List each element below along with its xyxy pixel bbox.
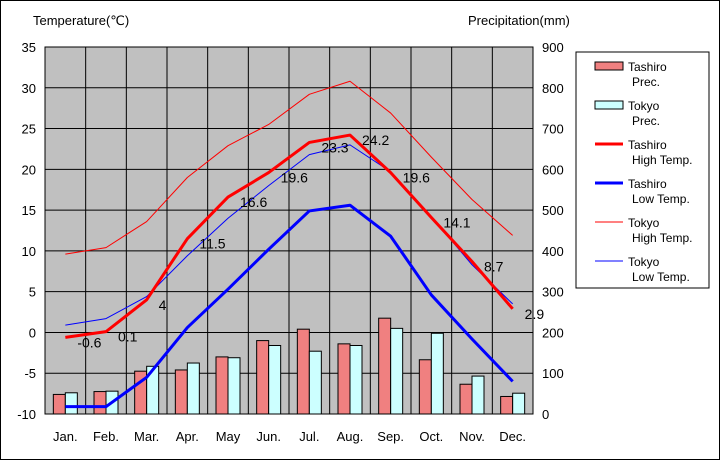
legend-label: Tashiro <box>628 177 667 191</box>
left-tick-label: 20 <box>22 162 36 177</box>
line-tashiro-high-temp <box>65 133 514 339</box>
gridlines <box>45 47 533 414</box>
right-tick-label: 300 <box>542 285 564 300</box>
legend-label: Tashiro <box>628 138 667 152</box>
x-tick-label: Jan. <box>53 429 78 444</box>
left-tick-label: -5 <box>24 366 36 381</box>
x-tick-label: Dec. <box>499 429 526 444</box>
legend-label: Tokyo <box>628 255 660 269</box>
right-tick-label: 0 <box>542 407 549 422</box>
legend-label: Tokyo <box>628 216 660 230</box>
left-tick-label: 5 <box>29 285 36 300</box>
line-tokyo-high-temp <box>65 80 513 255</box>
x-tick-label: Aug. <box>337 429 364 444</box>
bar-tashiro-prec <box>256 340 270 415</box>
bar-tashiro-prec <box>52 393 66 415</box>
legend-swatch-tashiro-prec <box>594 61 624 71</box>
bar-tashiro-prec <box>174 369 188 415</box>
legend-label: Tokyo <box>628 99 660 113</box>
bar-tashiro-prec <box>418 359 432 415</box>
x-tick-label: Oct. <box>419 429 443 444</box>
bar-tashiro-prec <box>378 317 392 415</box>
left-tick-label: 15 <box>22 203 36 218</box>
legend-label: Prec. <box>632 75 660 89</box>
right-tick-label: 700 <box>542 122 564 137</box>
data-label: 19.6 <box>403 170 430 186</box>
right-tick-label: 900 <box>542 40 564 55</box>
legend-swatch-tokyo-prec <box>594 100 624 110</box>
right-tick-label: 400 <box>542 244 564 259</box>
bar-tokyo-prec <box>64 392 78 415</box>
bar-tashiro-prec <box>296 328 310 415</box>
line-tashiro-low-temp <box>65 203 514 409</box>
left-tick-label: 10 <box>22 244 36 259</box>
data-label: 19.6 <box>281 170 308 186</box>
left-axis-title: Temperature(℃) <box>33 13 129 28</box>
legend-label: Prec. <box>632 114 660 128</box>
bar-tokyo-prec <box>186 362 200 415</box>
legend-label: Low Temp. <box>632 270 690 284</box>
left-tick-label: -10 <box>17 407 36 422</box>
bar-tashiro-prec <box>337 343 351 415</box>
bar-tashiro-prec <box>459 383 473 415</box>
left-tick-label: 25 <box>22 122 36 137</box>
bar-tokyo-prec <box>227 357 241 415</box>
data-label: 0.1 <box>118 329 138 345</box>
legend-label: Low Temp. <box>632 192 690 206</box>
data-label: 16.6 <box>240 194 267 210</box>
bar-tokyo-prec <box>268 344 282 415</box>
data-label: 24.2 <box>362 132 389 148</box>
legend-box <box>575 51 710 289</box>
bar-tokyo-prec <box>390 327 404 415</box>
right-tick-label: 500 <box>542 203 564 218</box>
legend-label: High Temp. <box>632 231 692 245</box>
x-tick-label: Mar. <box>134 429 159 444</box>
x-tick-label: Sep. <box>377 429 404 444</box>
x-tick-label: Jun. <box>256 429 281 444</box>
legend-label: Tashiro <box>628 60 667 74</box>
data-label: 23.3 <box>321 139 348 155</box>
right-tick-label: 100 <box>542 366 564 381</box>
bar-tokyo-prec <box>512 392 526 415</box>
x-tick-label: Apr. <box>176 429 199 444</box>
bar-tokyo-prec <box>430 332 444 415</box>
data-label: 8.7 <box>484 258 504 274</box>
x-tick-label: Jul. <box>299 429 319 444</box>
bar-tokyo-prec <box>471 375 485 415</box>
data-labels: -0.6 0.1 4 11.5 16.6 19.6 23.3 24.2 19.6 14.1 8.7 2… <box>77 132 544 350</box>
bar-tokyo-prec <box>308 350 322 415</box>
bar-tashiro-prec <box>93 391 107 415</box>
bar-tokyo-prec <box>146 365 160 415</box>
legend-label: High Temp. <box>632 153 692 167</box>
data-label: 2.9 <box>525 306 545 322</box>
temperature-lines <box>65 80 514 409</box>
data-label: 11.5 <box>199 236 225 252</box>
data-label: 4 <box>159 297 167 313</box>
right-tick-label: 200 <box>542 325 564 340</box>
x-tick-label: May <box>216 429 241 444</box>
precipitation-bars <box>52 317 526 415</box>
left-tick-label: 0 <box>29 325 36 340</box>
right-axis-title: Precipitation(mm) <box>468 13 570 28</box>
right-tick-label: 800 <box>542 81 564 96</box>
right-tick-label: 600 <box>542 162 564 177</box>
left-tick-label: 35 <box>22 40 36 55</box>
bar-tashiro-prec <box>215 356 229 415</box>
data-label: -0.6 <box>77 334 101 350</box>
bar-tashiro-prec <box>500 395 514 415</box>
bar-tokyo-prec <box>349 344 363 415</box>
x-tick-label: Feb. <box>93 429 119 444</box>
data-label: 14.1 <box>443 214 470 230</box>
left-tick-label: 30 <box>22 81 36 96</box>
axes: -10 -5 0 5 10 15 20 25 30 35 0 100 200 300 400 500 600 70… <box>17 40 564 444</box>
x-tick-label: Nov. <box>459 429 485 444</box>
